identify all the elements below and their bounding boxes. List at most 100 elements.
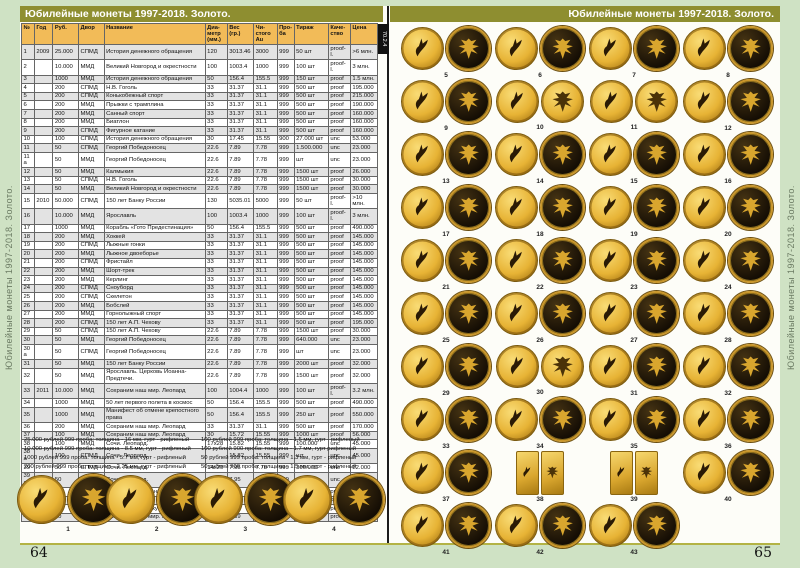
double-eagle-icon: [458, 250, 479, 271]
footnote-line: 1000 рублей 999 проба: толщина - 5.7 мм,…: [24, 454, 186, 461]
table-cell: proof: [327, 109, 351, 119]
table-cell: шт: [293, 344, 329, 361]
table-row: 33 2011 10.000 ММД Сохраним наш мир. Леопард…: [21, 383, 379, 400]
double-eagle-icon: [552, 356, 573, 377]
table-cell: История денежного обращения: [103, 134, 206, 145]
coin-pair-item: 36: [681, 397, 775, 450]
table-cell: 31.37: [226, 318, 255, 328]
coin-pair-item: 18: [493, 185, 587, 238]
table-row: 38 100 ММД Сочи. Леопард. 17х28 15.82 15.55 999…: [21, 439, 379, 449]
table-cell: [33, 422, 54, 432]
coin-pair-item: 32: [681, 344, 775, 397]
table-cell: СПМД: [77, 44, 105, 61]
coin-motif-icon: [697, 250, 710, 269]
coin-number: 29: [442, 390, 450, 397]
table-cell: 999: [276, 266, 295, 277]
table-cell: 999: [276, 232, 295, 242]
coin-pair-item: 23: [587, 238, 681, 291]
double-eagle-icon: [552, 144, 573, 165]
table-cell: Георгий Победоносец: [103, 152, 206, 169]
coin-motif-icon: [603, 250, 616, 269]
table-cell: 50: [52, 175, 79, 186]
table-cell: 30.000: [349, 175, 379, 186]
table-header-cell: Название: [103, 22, 206, 46]
coin-obverse: [446, 291, 491, 336]
coin-motif-icon: [415, 356, 428, 375]
left-page-title: Юбилейные монеты 1997-2018. Золото.: [20, 6, 383, 22]
coin-reverse: [401, 239, 444, 282]
table-cell: 7: [21, 109, 35, 119]
table-cell: 18: [21, 232, 35, 242]
ingot-obverse: [610, 450, 633, 495]
coin-obverse: [446, 344, 491, 389]
double-eagle-icon: [552, 91, 573, 112]
table-cell: 1000: [253, 383, 278, 400]
coin-reverse: [589, 292, 632, 335]
double-eagle-icon: [458, 197, 479, 218]
table-cell: 200: [52, 109, 79, 119]
table-cell: 3 млн.: [349, 59, 379, 76]
coin-motif-icon: [697, 303, 710, 322]
double-eagle-icon: [458, 38, 479, 59]
table-cell: 7.89: [226, 175, 255, 186]
table-cell: 150 шт: [293, 74, 329, 85]
table-cell: 155.5: [253, 223, 278, 234]
table-cell: 33: [204, 309, 228, 320]
coin-motif-icon: [509, 250, 522, 269]
table-cell: proof-l.: [327, 208, 351, 225]
table-cell: 100: [204, 59, 228, 76]
table-row: 7 200 ММД Санный спорт 33 31.37 31.1 999 500 шт p…: [21, 109, 379, 119]
coin-pair-item: 28: [681, 291, 775, 344]
double-eagle-icon: [259, 487, 283, 512]
table-cell: 50: [52, 152, 79, 169]
coin-obverse: [634, 503, 679, 548]
table-cell: 999: [276, 126, 295, 136]
table-cell: 31.37: [226, 83, 255, 93]
coin-obverse: [540, 291, 585, 336]
table-cell: 500 шт: [293, 292, 329, 302]
double-eagle-icon: [740, 303, 761, 324]
double-eagle-icon: [552, 250, 573, 271]
table-cell: ММД: [77, 398, 105, 408]
table-cell: 160.000: [349, 126, 379, 136]
table-cell: proof: [327, 240, 351, 251]
table-cell: [33, 109, 54, 119]
coin-reverse: [401, 451, 444, 494]
table-cell: История денежного обращения: [103, 74, 206, 85]
coin-number: 35: [630, 443, 638, 450]
table-cell: 11: [21, 143, 35, 154]
coin-motif-icon: [697, 356, 710, 375]
table-cell: ММД: [77, 167, 105, 177]
table-cell: [33, 91, 54, 102]
coin-number: 23: [630, 284, 638, 291]
table-cell: ММД: [77, 422, 105, 432]
coin-pair: [681, 79, 775, 124]
coin-reverse: [401, 292, 444, 335]
coin-pair-item: 41: [399, 503, 493, 556]
table-cell: 999: [276, 59, 295, 76]
table-cell: 1000: [52, 398, 79, 408]
table-cell: [33, 335, 54, 346]
table-cell: 5000: [253, 193, 278, 210]
table-cell: 999: [276, 359, 295, 369]
table-cell: [33, 184, 54, 195]
table-cell: 999: [276, 283, 295, 294]
table-cell: [33, 301, 54, 311]
table-cell: 22.6: [204, 326, 228, 337]
table-cell: [33, 249, 54, 259]
table-cell: ММД: [77, 383, 105, 400]
coin-pair: [399, 185, 493, 230]
table-row: 11а 50 ММД Георгий Победоносец 22.6 7.89 7.78 9…: [21, 152, 379, 169]
coin-pair-item: 3: [194, 474, 297, 533]
coin-motif-icon: [33, 487, 48, 509]
table-cell: 31.37: [226, 109, 255, 119]
coin-grid-row: 25 26 27 28: [399, 291, 775, 344]
coin-pair: [587, 185, 681, 230]
coin-number: 32: [724, 390, 732, 397]
table-cell: 31.37: [226, 249, 255, 259]
coin-grid-row: 41 42 43: [399, 503, 775, 556]
coin-number: 33: [442, 443, 450, 450]
coin-motif-icon: [509, 515, 522, 534]
coin-reverse: [105, 475, 155, 524]
table-cell: 490.000: [349, 223, 379, 234]
